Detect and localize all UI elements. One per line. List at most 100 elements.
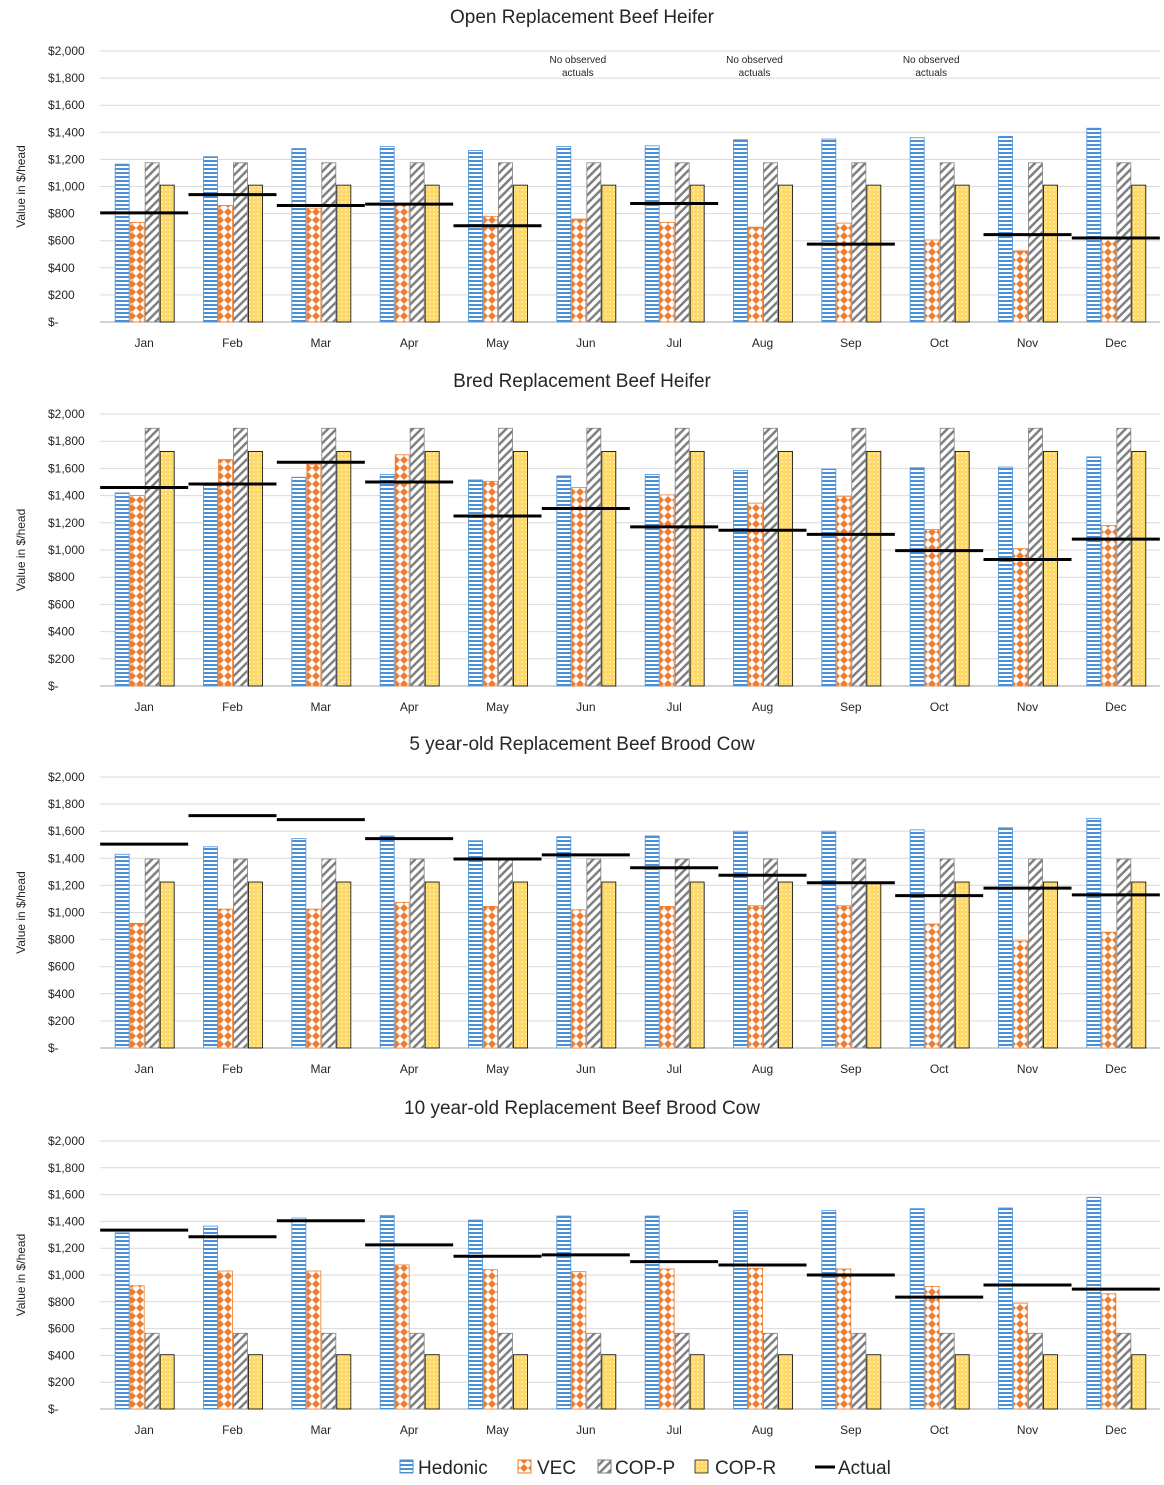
bar-cop-p (321, 858, 337, 1049)
bar-cop-r (1043, 1354, 1058, 1410)
bar-cop-p (763, 1332, 778, 1410)
bar-hedonic (644, 145, 660, 323)
bar-cop-p (498, 427, 513, 687)
bar-vec (1013, 548, 1028, 687)
bar-cop-p (939, 162, 955, 323)
y-tick-label: $600 (48, 1322, 75, 1336)
y-tick-label: $200 (48, 1014, 75, 1028)
x-tick-label: Oct (930, 1423, 949, 1437)
legend: Hedonic VEC COP-P COP-R Actual (399, 1458, 891, 1479)
bar-cop-r (689, 881, 705, 1049)
bar-cop-r (866, 1354, 882, 1410)
bar-cop-p (763, 162, 778, 323)
bar-hedonic (909, 137, 925, 323)
bar-vec (659, 906, 675, 1049)
bar-hedonic (203, 846, 218, 1049)
x-tick-label: May (486, 1423, 509, 1437)
legend-label-cop-p: COP-P (615, 1458, 675, 1479)
bar-vec (571, 487, 587, 687)
bar-vec (748, 905, 763, 1049)
bar-cop-p (851, 427, 867, 687)
y-tick-label: $1,200 (48, 1241, 85, 1255)
x-tick-label: Mar (310, 1423, 331, 1437)
y-tick-label: $800 (48, 1295, 75, 1309)
x-tick-label: Aug (752, 1062, 773, 1076)
x-tick-label: Oct (930, 1062, 949, 1076)
x-tick-label: Apr (400, 700, 419, 714)
x-tick-label: Jun (576, 700, 595, 714)
y-tick-label: $400 (48, 261, 75, 275)
bar-cop-p (144, 162, 160, 323)
legend-swatch-vec (517, 1459, 532, 1474)
x-tick-label: Aug (752, 1423, 773, 1437)
y-tick-label: $800 (48, 207, 75, 221)
bar-hedonic (821, 1210, 837, 1410)
y-tick-label: $800 (48, 570, 75, 584)
legend-label-hedonic: Hedonic (418, 1458, 488, 1479)
y-tick-label: $1,400 (48, 125, 85, 139)
y-tick-label: $800 (48, 933, 75, 947)
bar-vec (748, 1267, 763, 1410)
bar-cop-p (1116, 1332, 1132, 1410)
bar-cop-p (321, 162, 337, 323)
bar-cop-r (601, 881, 617, 1049)
bar-vec (1013, 1302, 1028, 1410)
bar-vec (218, 205, 233, 323)
chart-panel-2: Bred Replacement Beef Heifer $- $200 $400 $6… (14, 371, 1160, 714)
y-tick-label: $1,400 (48, 489, 85, 503)
bar-cop-r (866, 450, 882, 687)
bar-cop-p (1028, 427, 1043, 687)
bar-cop-p (321, 1332, 337, 1410)
y-tick-label: $1,000 (48, 543, 85, 557)
bar-vec (129, 495, 145, 687)
bar-cop-r (159, 1354, 175, 1410)
bar-cop-r (954, 450, 970, 687)
bar-cop-p (763, 858, 778, 1049)
bar-hedonic (821, 138, 837, 323)
chart-panel-1: Open Replacement Beef Heifer $- $200 $400 $6… (14, 7, 1160, 350)
bar-hedonic (909, 1208, 925, 1410)
bar-vec (1101, 525, 1117, 687)
y-tick-label: $1,200 (48, 878, 85, 892)
bar-hedonic (1086, 817, 1102, 1049)
x-tick-label: Jul (666, 700, 681, 714)
bar-hedonic (998, 135, 1013, 323)
bar-cop-r (159, 184, 175, 323)
bar-cop-r (248, 881, 263, 1049)
bar-cop-r (601, 184, 617, 323)
bar-cop-r (954, 184, 970, 323)
x-tick-label: Sep (840, 1423, 862, 1437)
bar-cop-p (409, 1332, 425, 1410)
x-tick-label: Jan (134, 1062, 153, 1076)
bar-vec (1101, 237, 1117, 323)
bar-cop-r (866, 184, 882, 323)
y-tick-label: $600 (48, 597, 75, 611)
bar-cop-r (513, 450, 528, 687)
bar-cop-p (409, 858, 425, 1049)
bar-vec (924, 923, 940, 1049)
bar-vec (836, 905, 852, 1049)
bar-cop-r (866, 881, 882, 1049)
x-tick-label: Feb (222, 336, 243, 350)
y-axis-label: Value in $/head (14, 145, 28, 228)
bar-hedonic (468, 1219, 483, 1410)
bar-vec (129, 222, 145, 323)
x-tick-label: Sep (840, 700, 862, 714)
bar-hedonic (556, 146, 572, 323)
y-tick-label: $400 (48, 987, 75, 1001)
bar-cop-p (1116, 162, 1132, 323)
bar-vec (218, 1270, 233, 1410)
bar-cop-p (409, 162, 425, 323)
bar-vec (836, 495, 852, 687)
y-tick-label: $1,400 (48, 1214, 85, 1228)
bar-vec (748, 502, 763, 687)
x-tick-label: Feb (222, 1062, 243, 1076)
x-tick-label: Nov (1017, 1423, 1038, 1437)
x-tick-label: Jul (666, 1062, 681, 1076)
bar-vec (483, 1269, 498, 1410)
bar-cop-p (233, 1332, 248, 1410)
bar-hedonic (114, 853, 130, 1049)
bar-cop-r (1043, 881, 1058, 1049)
bar-hedonic (114, 1232, 130, 1410)
y-tick-label: $1,600 (48, 824, 85, 838)
